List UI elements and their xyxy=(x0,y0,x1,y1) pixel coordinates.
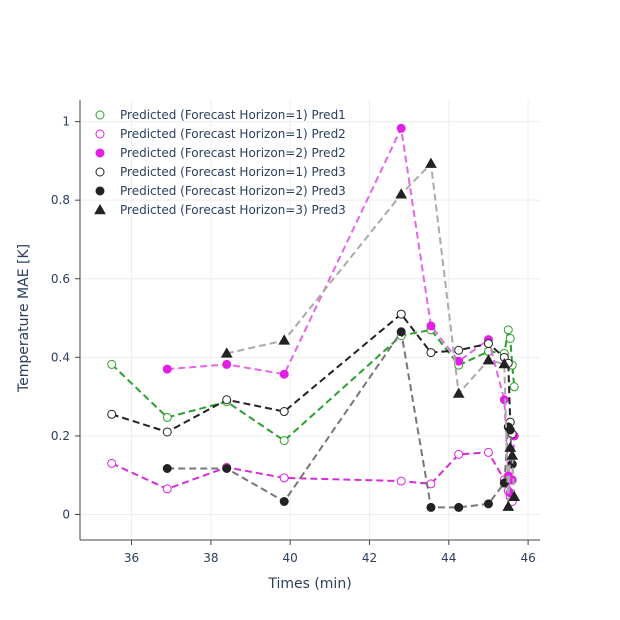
series-4-point xyxy=(279,407,289,417)
series-1-point xyxy=(162,412,172,422)
series-4-point xyxy=(483,339,493,349)
y-tick-label: 0.6 xyxy=(51,272,70,286)
legend-marker xyxy=(95,148,105,158)
series-6-point xyxy=(508,490,521,502)
legend-item[interactable]: Predicted (Forecast Horizon=1) Pred1 xyxy=(95,108,346,122)
legend-item[interactable]: Predicted (Forecast Horizon=2) Pred3 xyxy=(95,184,346,198)
series-4-point xyxy=(426,348,436,358)
series-3-point xyxy=(222,359,232,369)
series-4-point xyxy=(396,309,406,319)
series-1-point xyxy=(107,359,117,369)
series-4 xyxy=(107,309,517,439)
legend-marker xyxy=(95,110,105,120)
legend-item[interactable]: Predicted (Forecast Horizon=2) Pred2 xyxy=(95,146,346,160)
series-4-line xyxy=(111,312,514,435)
series-3-point xyxy=(162,364,172,374)
legend-marker xyxy=(95,186,105,196)
legend-label: Predicted (Forecast Horizon=1) Pred2 xyxy=(120,127,346,141)
series-5-point xyxy=(454,502,464,512)
series-1-point xyxy=(509,382,519,392)
x-tick-label: 44 xyxy=(441,551,456,565)
series-5 xyxy=(162,327,517,512)
legend-label: Predicted (Forecast Horizon=3) Pred3 xyxy=(120,203,346,217)
legend-item[interactable]: Predicted (Forecast Horizon=1) Pred2 xyxy=(95,127,346,141)
series-5-point xyxy=(426,502,436,512)
legend-marker xyxy=(94,203,106,215)
series-6-point xyxy=(498,357,511,369)
series-1-point xyxy=(279,436,289,446)
series-6-point xyxy=(395,188,408,199)
y-tick-label: 1 xyxy=(62,115,70,129)
series-2-point xyxy=(107,458,117,468)
legend-marker xyxy=(95,129,105,139)
series-2-point xyxy=(279,473,289,483)
y-tick-label: 0.4 xyxy=(51,350,70,364)
x-tick-label: 36 xyxy=(124,551,139,565)
series-1-point xyxy=(503,325,513,335)
series-2-point xyxy=(396,476,406,486)
series-6-point xyxy=(278,334,291,345)
legend-item[interactable]: Predicted (Forecast Horizon=3) Pred3 xyxy=(94,203,346,217)
axes: 36 38 40 42 44 46 0 0.2 0.4 0.6 0.8 1 xyxy=(51,100,540,565)
x-tick-label: 42 xyxy=(362,551,377,565)
x-tick-label: 46 xyxy=(520,551,535,565)
x-axis-title: Times (min) xyxy=(267,576,351,592)
series-6-point xyxy=(506,449,519,460)
series-5-point xyxy=(222,464,232,473)
series-4-point xyxy=(107,409,117,419)
series-1-point xyxy=(505,333,515,343)
series-3 xyxy=(162,123,519,498)
grid xyxy=(80,100,540,540)
series-6-point xyxy=(504,441,517,452)
legend-label: Predicted (Forecast Horizon=2) Pred3 xyxy=(120,184,346,198)
series-5-point xyxy=(499,478,509,488)
series-3-point xyxy=(426,321,436,331)
series-6 xyxy=(220,157,521,511)
y-tick-label: 0 xyxy=(62,507,70,521)
series-6-point xyxy=(220,347,233,358)
legend-label: Predicted (Forecast Horizon=1) Pred3 xyxy=(120,165,346,179)
y-axis-title: Temperature MAE [K] xyxy=(16,244,32,393)
series-5-point xyxy=(483,499,493,509)
series-2-point xyxy=(454,449,464,459)
legend-item[interactable]: Predicted (Forecast Horizon=1) Pred3 xyxy=(95,165,346,179)
series-5-point xyxy=(162,464,172,473)
legend-label: Predicted (Forecast Horizon=1) Pred1 xyxy=(120,108,346,122)
legend-label: Predicted (Forecast Horizon=2) Pred2 xyxy=(120,146,346,160)
x-tick-label: 38 xyxy=(203,551,218,565)
series-4-point xyxy=(222,395,232,405)
series-6-point xyxy=(425,157,437,168)
series-5-point xyxy=(279,497,289,506)
series-4-point xyxy=(454,345,464,355)
legend-marker xyxy=(95,167,105,177)
series-4-point xyxy=(162,427,172,437)
legend[interactable]: Predicted (Forecast Horizon=1) Pred1 Pred… xyxy=(94,108,346,217)
x-tick-label: 40 xyxy=(283,551,298,565)
series-2-point xyxy=(162,484,172,494)
y-tick-label: 0.2 xyxy=(51,429,70,443)
series-2-point xyxy=(483,447,493,457)
series-6-point xyxy=(482,354,495,365)
series-3-point xyxy=(396,123,406,133)
y-tick-label: 0.8 xyxy=(51,193,70,207)
series-layer xyxy=(107,123,521,512)
series-6-point xyxy=(452,387,465,398)
series-6-point xyxy=(502,500,515,511)
series-3-point xyxy=(279,369,289,379)
series-5-point xyxy=(396,327,406,337)
series-5-point xyxy=(505,425,515,435)
